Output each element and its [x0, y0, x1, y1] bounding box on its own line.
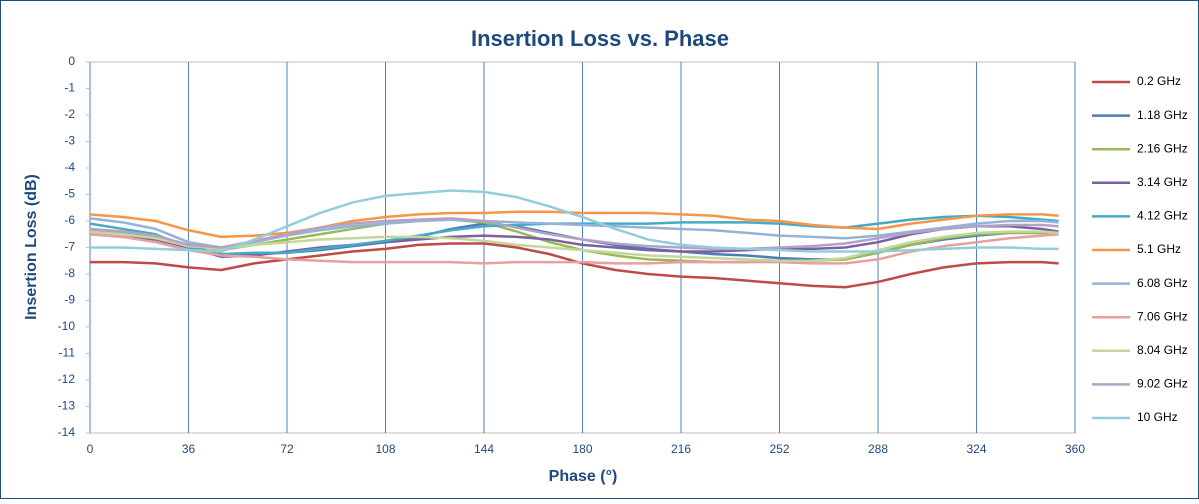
legend-label: 1.18 GHz	[1137, 108, 1188, 122]
legend-label: 9.02 GHz	[1137, 377, 1188, 391]
series-line	[90, 242, 1059, 289]
series-line	[89, 230, 1059, 262]
x-tick-label: 108	[375, 442, 395, 456]
y-tick-label: -3	[64, 134, 75, 148]
series-line	[89, 210, 1059, 239]
x-axis-label: Phase (°)	[549, 468, 618, 485]
x-tick-label: 360	[1065, 442, 1085, 456]
legend-label: 10 GHz	[1137, 410, 1178, 424]
y-tick-label: -1	[64, 81, 75, 95]
legend-label: 5.1 GHz	[1137, 242, 1181, 256]
x-tick-label: 288	[868, 442, 888, 456]
legend-label: 7.06 GHz	[1137, 309, 1188, 323]
y-tick-label: -11	[59, 346, 76, 360]
x-tick-label: 324	[966, 442, 986, 456]
x-tick-label: 180	[572, 442, 592, 456]
x-tick-label: 36	[182, 442, 196, 456]
legend-label: 0.2 GHz	[1137, 74, 1181, 88]
y-tick-label: -9	[64, 293, 75, 307]
legend-label: 3.14 GHz	[1137, 175, 1188, 189]
x-tick-label: 144	[474, 442, 494, 456]
y-tick-label: -5	[64, 187, 75, 201]
y-tick-label: -8	[64, 266, 75, 280]
series-line	[89, 217, 1059, 249]
x-tick-label: 216	[671, 442, 691, 456]
x-tick-label: 252	[769, 442, 789, 456]
y-tick-label: -7	[64, 240, 75, 254]
series-line	[89, 225, 1059, 259]
x-tick-label: 0	[87, 442, 94, 456]
x-tick-label: 72	[280, 442, 294, 456]
series-line	[90, 189, 1059, 253]
y-tick-label: -14	[58, 425, 76, 439]
series-line	[89, 233, 1059, 265]
legend-label: 2.16 GHz	[1137, 141, 1188, 155]
y-tick-label: -12	[58, 372, 76, 386]
y-tick-label: -6	[64, 213, 75, 227]
series-line	[89, 214, 1059, 256]
legend-label: 4.12 GHz	[1137, 209, 1188, 223]
y-tick-label: -2	[64, 107, 75, 121]
legend-label: 6.08 GHz	[1137, 276, 1188, 290]
y-tick-label: 0	[68, 54, 75, 68]
y-tick-label: -13	[58, 399, 76, 413]
y-tick-label: -10	[58, 319, 76, 333]
chart-title: Insertion Loss vs. Phase	[471, 26, 729, 51]
y-axis-label: Insertion Loss (dB)	[23, 174, 40, 320]
y-tick-label: -4	[64, 160, 75, 174]
legend-label: 8.04 GHz	[1137, 343, 1188, 357]
